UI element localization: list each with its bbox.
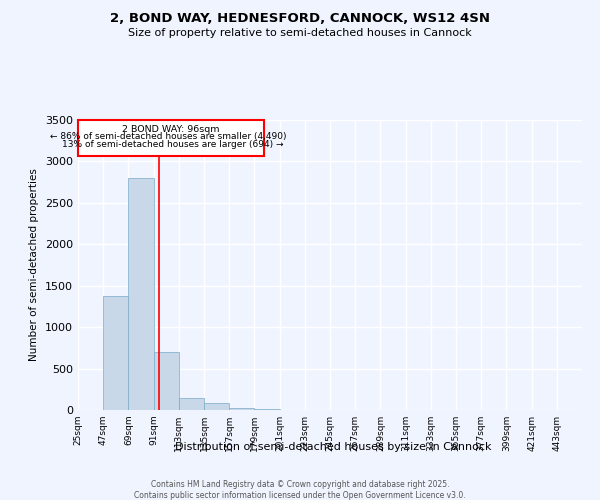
Text: Contains public sector information licensed under the Open Government Licence v3: Contains public sector information licen…	[134, 491, 466, 500]
Text: Size of property relative to semi-detached houses in Cannock: Size of property relative to semi-detach…	[128, 28, 472, 38]
Text: 13% of semi-detached houses are larger (694) →: 13% of semi-detached houses are larger (…	[62, 140, 284, 149]
Text: ← 86% of semi-detached houses are smaller (4,490): ← 86% of semi-detached houses are smalle…	[50, 132, 287, 141]
Text: Distribution of semi-detached houses by size in Cannock: Distribution of semi-detached houses by …	[175, 442, 491, 452]
Text: Contains HM Land Registry data © Crown copyright and database right 2025.: Contains HM Land Registry data © Crown c…	[151, 480, 449, 489]
Bar	[179, 398, 204, 410]
Bar	[103, 296, 128, 410]
Bar	[204, 404, 229, 410]
Bar	[254, 409, 280, 410]
Bar	[154, 352, 179, 410]
Bar	[229, 408, 254, 410]
Bar	[128, 178, 154, 410]
Text: 2 BOND WAY: 96sqm: 2 BOND WAY: 96sqm	[122, 124, 220, 134]
Text: 2, BOND WAY, HEDNESFORD, CANNOCK, WS12 4SN: 2, BOND WAY, HEDNESFORD, CANNOCK, WS12 4…	[110, 12, 490, 26]
Y-axis label: Number of semi-detached properties: Number of semi-detached properties	[29, 168, 40, 362]
FancyBboxPatch shape	[78, 120, 263, 156]
